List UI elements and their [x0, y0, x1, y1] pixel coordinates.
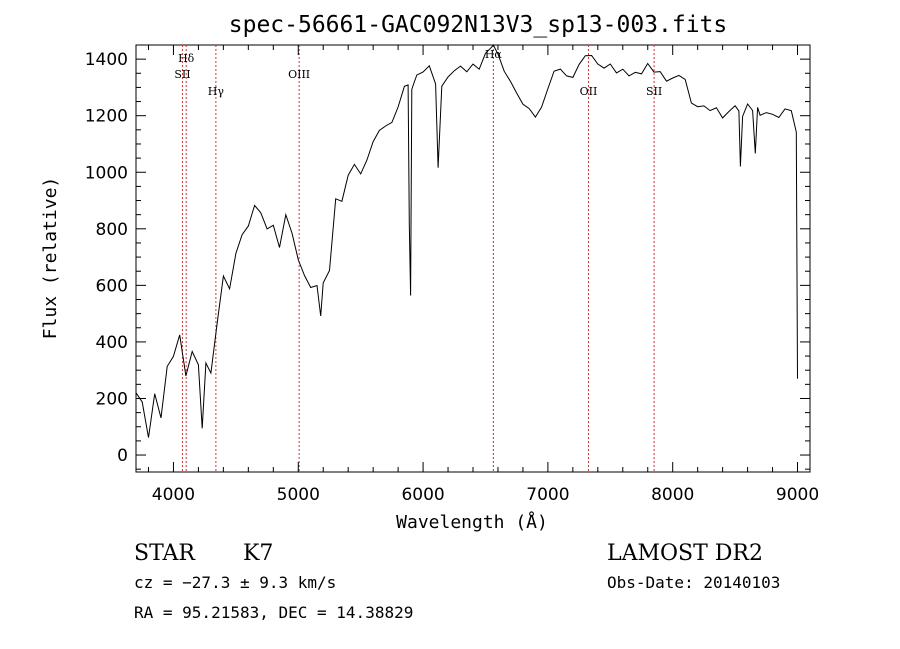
spectrum-line: [135, 44, 798, 438]
y-tick-label: 1200: [85, 107, 128, 127]
marker-label: SII: [646, 85, 662, 98]
y-tick-label: 800: [96, 220, 128, 240]
x-tick-label: 9000: [776, 485, 819, 505]
redshift-line: cz = −27.3 ± 9.3 km/s: [134, 573, 336, 592]
y-axis-label: Flux (relative): [40, 177, 61, 340]
x-axis-label: Wavelength (Å): [396, 511, 548, 533]
object-class: STAR: [134, 541, 196, 566]
marker-label: OIII: [288, 68, 310, 81]
marker-label: Hα: [485, 48, 503, 61]
y-tick-label: 400: [96, 333, 128, 353]
x-tick-label: 4000: [152, 485, 195, 505]
y-tick-label: 1000: [85, 163, 128, 183]
x-tick-label: 7000: [526, 485, 569, 505]
object-subclass: K7: [243, 541, 273, 566]
chart-title: spec-56661-GAC092N13V3_sp13-003.fits: [229, 12, 728, 38]
marker-label: Hδ: [178, 52, 195, 65]
x-tick-label: 8000: [651, 485, 694, 505]
y-tick-label: 0: [117, 446, 128, 466]
survey-name: LAMOST DR2: [607, 541, 763, 566]
marker-label: OII: [580, 85, 598, 98]
y-tick-label: 600: [96, 276, 128, 296]
marker-label: Hγ: [208, 85, 225, 98]
plot-frame: [135, 44, 811, 473]
y-tick-label: 1400: [85, 50, 128, 70]
line-markers: Hδ SII Hγ OIII Hα OII SII: [174, 45, 662, 472]
coordinates: RA = 95.21583, DEC = 14.38829: [134, 603, 413, 622]
obs-date: Obs-Date: 20140103: [607, 573, 780, 592]
axis-ticks: 4000 5000 6000 7000 8000 9000 0 200 400 600 800 100…: [85, 44, 819, 505]
x-tick-label: 6000: [401, 485, 444, 505]
marker-label: SII: [174, 68, 190, 81]
y-tick-label: 200: [96, 389, 128, 409]
x-tick-label: 5000: [277, 485, 320, 505]
